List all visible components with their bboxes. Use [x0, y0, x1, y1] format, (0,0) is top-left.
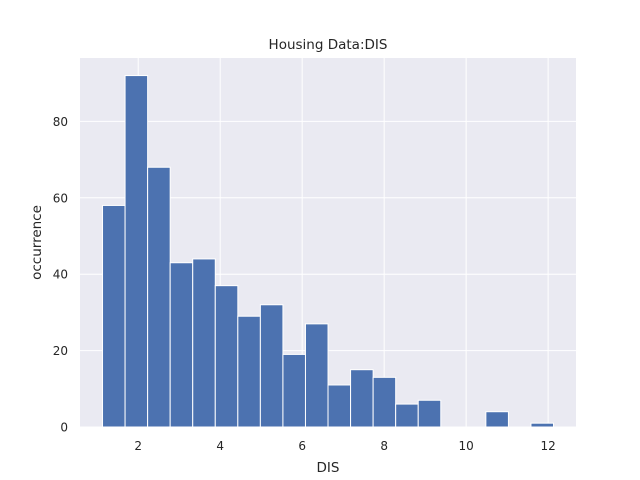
y-tick-label: 0	[60, 421, 68, 435]
x-tick-label: 12	[540, 439, 555, 453]
y-tick-label: 20	[53, 344, 68, 358]
y-tick-label: 40	[53, 268, 68, 282]
histogram-bar	[417, 399, 442, 428]
histogram-bar	[395, 403, 419, 428]
histogram-bar	[192, 258, 216, 428]
histogram-bar	[304, 323, 329, 428]
bars	[102, 75, 555, 428]
x-tick-label: 4	[216, 439, 224, 453]
histogram-bar	[147, 166, 171, 428]
histogram-bar	[350, 369, 374, 428]
x-tick-label: 8	[380, 439, 388, 453]
x-tick-labels: 2 4 6 8 10 12	[134, 439, 555, 453]
histogram-bar	[124, 75, 149, 428]
histogram-bar	[372, 376, 397, 428]
histogram-bar	[214, 285, 239, 428]
y-tick-label: 80	[53, 115, 68, 129]
x-tick-label: 10	[459, 439, 474, 453]
x-tick-label: 6	[298, 439, 306, 453]
histogram-bar	[169, 262, 194, 428]
y-axis-title: occurrence	[29, 205, 45, 280]
x-axis-title: DIS	[317, 460, 340, 476]
histogram-bar	[485, 411, 509, 428]
chart-title: Housing Data:DIS	[269, 37, 388, 53]
histogram-bar	[237, 315, 261, 428]
y-tick-label: 60	[53, 191, 68, 205]
histogram-bar	[259, 304, 284, 428]
histogram-bar	[282, 353, 306, 428]
histogram-bar	[327, 384, 352, 428]
histogram-bar	[530, 422, 555, 428]
histogram-bar	[102, 204, 126, 428]
x-tick-label: 2	[134, 439, 142, 453]
y-tick-labels: 0 20 40 60 80	[53, 115, 68, 435]
